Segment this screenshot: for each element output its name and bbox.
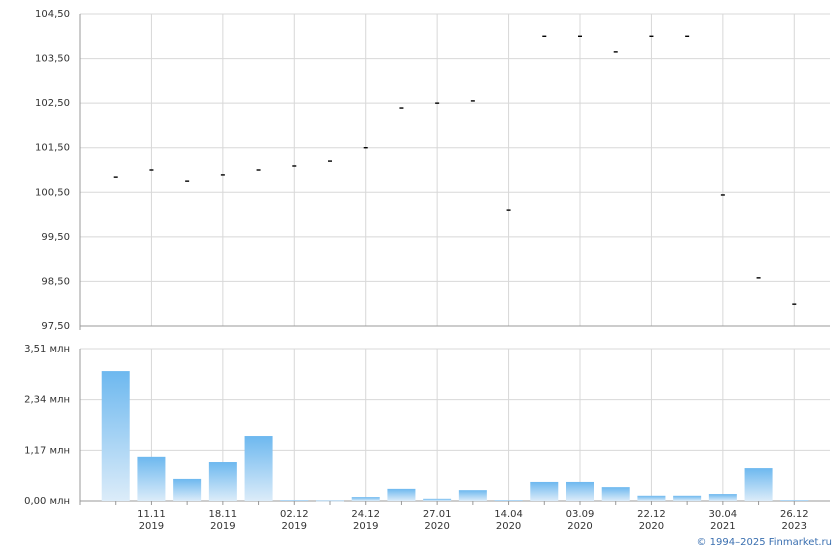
x-tick-label: 02.12	[280, 509, 309, 520]
price-tick	[363, 147, 368, 149]
y-tick-label: 103,50	[35, 54, 70, 65]
volume-bar	[708, 494, 737, 501]
x-tick-label: 2020	[567, 521, 592, 532]
volume-bar	[601, 487, 630, 501]
price-tick	[220, 174, 225, 176]
x-tick-label: 18.11	[209, 509, 238, 520]
price-tick	[792, 303, 797, 305]
x-tick-label: 2019	[282, 521, 307, 532]
volume-bar	[137, 456, 166, 501]
x-tick-label: 2020	[639, 521, 664, 532]
volume-bar	[780, 500, 809, 501]
price-tick	[756, 277, 761, 279]
volume-bar	[423, 498, 452, 501]
price-tick	[649, 35, 654, 37]
price-tick	[720, 194, 725, 196]
copyright[interactable]: © 1994–2025 Finmarket.ru	[696, 537, 832, 548]
volume-bar	[244, 436, 273, 501]
x-tick-label: 2021	[710, 521, 735, 532]
price-tick	[470, 100, 475, 102]
x-tick-label: 11.11	[137, 509, 166, 520]
y-tick-label: 97,50	[41, 321, 70, 332]
x-tick-label: 2019	[139, 521, 164, 532]
x-tick-label: 27.01	[423, 509, 452, 520]
price-tick	[328, 160, 332, 162]
price-tick	[292, 165, 297, 167]
volume-bar	[744, 468, 773, 501]
x-tick-label: 26.12	[780, 509, 809, 520]
y-tick-label: 102,50	[35, 98, 70, 109]
price-tick	[578, 35, 582, 37]
price-tick	[113, 176, 118, 178]
y-tick-label: 1,17 млн	[24, 445, 70, 456]
x-tick-label: 2020	[424, 521, 449, 532]
price-tick	[185, 180, 190, 182]
x-tick-label: 2023	[782, 521, 807, 532]
volume-bar	[566, 481, 594, 501]
y-tick-label: 2,34 млн	[24, 395, 70, 406]
volume-bar	[173, 478, 202, 501]
x-tick-label: 30.04	[709, 509, 738, 520]
x-tick-label: 24.12	[351, 509, 380, 520]
volume-bar	[316, 500, 344, 502]
volume-bar	[208, 462, 237, 501]
y-tick-label: 0,00 млн	[24, 496, 70, 507]
volume-bar	[280, 500, 309, 501]
price-tick	[542, 35, 547, 37]
y-tick-label: 98,50	[41, 276, 70, 287]
y-tick-label: 104,50	[35, 9, 70, 20]
y-tick-label: 100,50	[35, 187, 70, 198]
x-tick-label: 2019	[210, 521, 235, 532]
volume-bar	[530, 481, 559, 501]
y-tick-label: 99,50	[41, 232, 70, 243]
volume-bar	[458, 490, 487, 501]
volume-bar	[101, 371, 130, 501]
price-tick	[256, 169, 261, 171]
x-tick-label: 03.09	[566, 509, 595, 520]
price-tick	[613, 51, 618, 53]
volume-bar	[673, 495, 702, 501]
volume-bar	[637, 495, 666, 501]
price-tick	[506, 209, 511, 211]
price-tick	[149, 169, 154, 171]
volume-bar	[387, 488, 416, 501]
x-tick-label: 22.12	[637, 509, 666, 520]
x-tick-label: 14.04	[494, 509, 523, 520]
price-tick	[399, 107, 404, 109]
volume-bar	[494, 500, 523, 501]
price-tick	[435, 102, 440, 104]
price-tick	[685, 35, 690, 37]
y-tick-label: 3,51 млн	[24, 344, 70, 355]
x-tick-label: 2019	[353, 521, 378, 532]
y-tick-label: 101,50	[35, 143, 70, 154]
x-tick-label: 2020	[496, 521, 521, 532]
volume-bar	[351, 497, 380, 501]
